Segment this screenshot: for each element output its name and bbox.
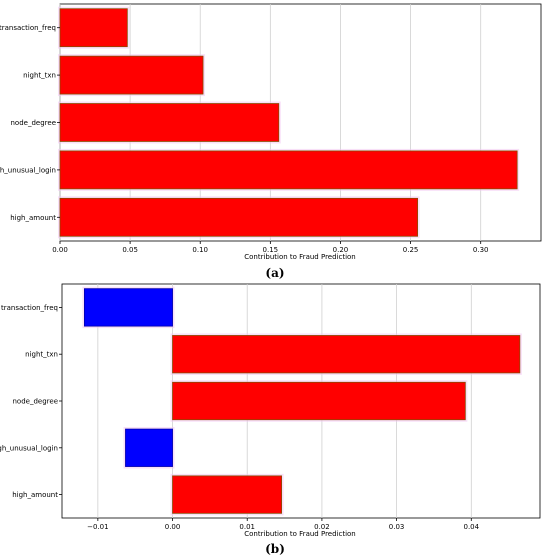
x-tick-label: 0.05 [122, 246, 138, 254]
x-tick-labels-b: −0.01 0.00 0.01 0.02 0.03 0.04 [87, 518, 480, 531]
x-axis-label-a: Contribution to Fraud Prediction [244, 253, 356, 261]
bar-high-unusual-login [125, 428, 173, 467]
y-tick-label: high_unusual_login [0, 444, 58, 452]
x-tick-label: −0.01 [87, 523, 108, 531]
x-tick-label: 0.00 [165, 523, 181, 531]
y-tick-label: transaction_freq [1, 304, 58, 312]
x-tick-label: 0.15 [263, 246, 279, 254]
bars-a [58, 6, 520, 239]
y-tick-label: night_txn [23, 72, 56, 80]
bar-high-unusual-login [59, 150, 518, 190]
x-tick-label: 0.25 [403, 246, 419, 254]
y-tick-labels-b: transaction_freq night_txn node_degreehigh… [0, 304, 62, 499]
bars-b [82, 286, 522, 516]
panel-a: transaction_freq night_txn node_degreehigh… [0, 3, 542, 280]
x-tick-label: 0.00 [52, 246, 68, 254]
bar-high-amount [172, 475, 282, 514]
bar-night-txn [59, 55, 204, 95]
bar-night-txn [172, 335, 521, 374]
y-tick-label: node_degree [11, 119, 57, 127]
y-tick-label: night_txn [25, 351, 58, 359]
y-tick-labels-a: transaction_freq night_txn node_degreehigh… [0, 24, 60, 222]
panel-b: transaction_freq night_txn node_degreehigh… [0, 283, 541, 556]
x-tick-label: 0.02 [314, 523, 330, 531]
x-tick-labels-a: 0.00 0.05 0.10 0.15 0.20 0.25 0.30 [52, 241, 488, 254]
bar-node-degree [59, 103, 280, 142]
y-tick-label: transaction_freq [0, 24, 56, 32]
x-tick-label: 0.30 [473, 246, 489, 254]
y-tick-label: high_amount [10, 214, 56, 222]
x-tick-label: 0.10 [192, 246, 208, 254]
x-tick-label: 0.04 [463, 523, 479, 531]
x-tick-label: 0.01 [239, 523, 255, 531]
x-tick-label: 0.03 [389, 523, 405, 531]
panel-label-b: (b) [265, 542, 285, 556]
y-tick-label: node_degree [13, 398, 59, 406]
bar-node-degree [172, 381, 466, 421]
bar-transaction-freq [59, 8, 128, 48]
y-tick-label: high_amount [12, 491, 58, 499]
bar-high-amount [59, 197, 418, 237]
x-tick-label: 0.20 [333, 246, 349, 254]
panel-label-a: (a) [265, 266, 284, 280]
y-tick-label: high_unusual_login [0, 166, 56, 174]
x-axis-label-b: Contribution to Fraud Prediction [244, 530, 356, 538]
bar-transaction-freq [84, 288, 173, 327]
